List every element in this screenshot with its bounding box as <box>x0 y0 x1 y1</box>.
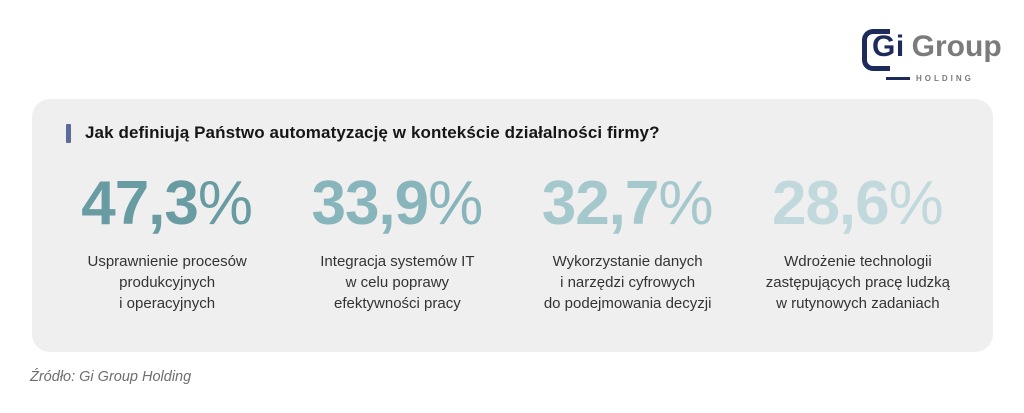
stats-panel: Jak definiują Państwo automatyzację w ko… <box>32 99 993 352</box>
stat-value: 47,3% <box>52 173 282 235</box>
gi-group-holding-logo: Gi Group HOLDING <box>862 24 1002 83</box>
question-title: Jak definiują Państwo automatyzację w ko… <box>85 123 660 142</box>
accent-bar <box>66 123 71 143</box>
stat-label: Integracja systemów IT w celu poprawy ef… <box>282 251 512 314</box>
stat-number: 28,6 <box>771 169 890 238</box>
logo-subline: HOLDING <box>862 74 994 83</box>
stat-label-line: do podejmowania decyzji <box>543 295 712 312</box>
stat-label: Wykorzystanie danych i narzędzi cyfrowyc… <box>513 251 743 314</box>
stat-label-line: w celu poprawy <box>345 274 450 291</box>
stat-number: 47,3 <box>81 169 199 238</box>
source-caption: Źródło: Gi Group Holding <box>30 369 192 385</box>
stat-label: Usprawnienie procesów produkcyjnych i op… <box>52 251 282 314</box>
question-row: Jak definiują Państwo automatyzację w ko… <box>52 123 973 143</box>
logo-text-gi: Gi <box>872 30 905 63</box>
stat-label: Wdrożenie technologii zastępujących prac… <box>743 251 973 314</box>
stat-number: 33,9 <box>311 169 429 238</box>
stat-value: 32,7% <box>513 173 743 235</box>
stats-row: 47,3% Usprawnienie procesów produkcyjnyc… <box>52 173 973 314</box>
logo-text-holding: HOLDING <box>916 74 974 83</box>
stat-label-line: Usprawnienie procesów <box>87 253 247 270</box>
stat-label-line: i narzędzi cyfrowych <box>560 274 696 291</box>
stat-label-line: i operacyjnych <box>119 295 216 312</box>
percent-sign: % <box>658 169 714 238</box>
stat-label-line: w rutynowych zadaniach <box>776 295 940 312</box>
percent-sign: % <box>197 169 254 238</box>
logo-dash-icon <box>886 77 910 80</box>
stat-value: 33,9% <box>282 173 512 235</box>
gi-group-bracket-icon <box>862 29 890 71</box>
logo-wordmark: Gi Group <box>862 24 1002 71</box>
stat-item: 28,6% Wdrożenie technologii zastępującyc… <box>743 173 973 314</box>
stat-label-line: produkcyjnych <box>119 274 216 291</box>
stat-item: 32,7% Wykorzystanie danych i narzędzi cy… <box>513 173 743 314</box>
percent-sign: % <box>428 169 484 238</box>
stat-label-line: zastępujących pracę ludzką <box>765 274 951 291</box>
stat-item: 33,9% Integracja systemów IT w celu popr… <box>282 173 512 314</box>
stat-number: 32,7 <box>541 169 660 238</box>
stat-label-line: Integracja systemów IT <box>320 253 475 270</box>
stat-value: 28,6% <box>743 173 973 235</box>
stat-label-line: Wdrożenie technologii <box>784 253 932 270</box>
percent-sign: % <box>888 169 944 238</box>
stat-label-line: Wykorzystanie danych <box>552 253 703 270</box>
stat-label-line: efektywności pracy <box>334 295 461 312</box>
logo-text-group: Group <box>911 30 1002 63</box>
stat-item: 47,3% Usprawnienie procesów produkcyjnyc… <box>52 173 282 314</box>
